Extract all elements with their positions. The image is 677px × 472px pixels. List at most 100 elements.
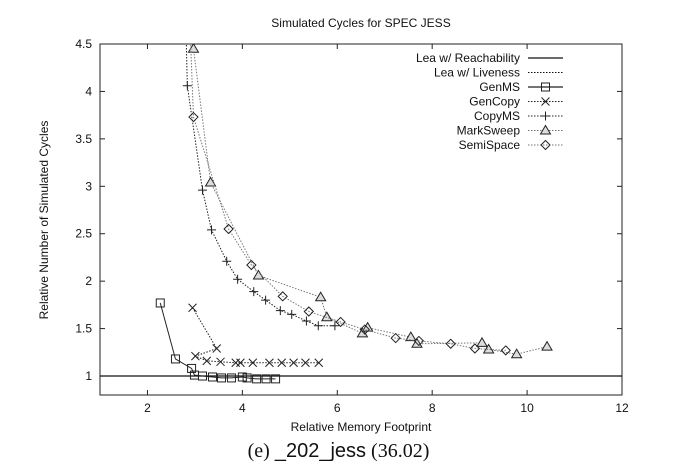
data-point-copyms (313, 321, 323, 331)
legend-marker-marksweep (539, 124, 552, 135)
data-point-genms (226, 373, 236, 383)
caption-benchmark: _202_jess (274, 440, 367, 462)
data-point-genms (252, 374, 262, 384)
data-point-genms (216, 373, 226, 383)
caption-prefix: (e) (247, 440, 275, 462)
x-tick-label: 12 (615, 401, 629, 415)
data-point-copyms (222, 256, 232, 266)
axes: 2 4 6 8 10 12 1 1.5 2 2.5 3 3.5 4 4.5 (75, 37, 629, 415)
data-point-genms (198, 371, 208, 381)
data-point-semispace (469, 343, 481, 354)
y-tick-label: 2.5 (75, 227, 92, 241)
legend-label-genms: GenMS (479, 80, 520, 94)
y-tick-label: 3.5 (75, 132, 92, 146)
data-point-semispace (246, 259, 257, 271)
data-point-gencopy (216, 357, 225, 367)
x-tick-label: 10 (520, 401, 534, 415)
data-point-gencopy (191, 351, 200, 361)
series-line-genms (159, 302, 276, 380)
data-point-semispace (335, 316, 346, 328)
data-point-genms (237, 372, 247, 382)
y-tick-label: 1.5 (75, 322, 92, 336)
data-point-copyms (198, 185, 208, 195)
data-point-copyms (182, 81, 192, 91)
y-axis-label: Relative Number of Simulated Cycles (37, 121, 51, 320)
data-point-semispace (413, 335, 425, 347)
y-tick-label: 4.5 (75, 37, 92, 51)
data-point-gencopy (188, 303, 197, 313)
data-point-marksweep (185, 1, 195, 10)
data-point-marksweep (404, 331, 417, 342)
data-point-marksweep (187, 44, 200, 53)
data-point-gencopy (277, 358, 287, 368)
data-point-copyms (261, 295, 271, 305)
data-point-marksweep (356, 327, 369, 338)
legend-marker-genms (541, 82, 550, 92)
x-tick-label: 6 (334, 401, 341, 415)
x-axis-label: Relative Memory Footprint (291, 420, 432, 434)
data-point-marksweep (252, 269, 265, 280)
data-point-semispace (390, 332, 401, 344)
data-point-gencopy (314, 358, 324, 368)
data-point-semispace (303, 306, 315, 317)
data-point-genms (261, 374, 271, 384)
plot-frame (99, 43, 623, 396)
data-point-semispace (185, 2, 194, 11)
legend-marker-semispace (540, 139, 551, 151)
chart-title: Simulated Cycles for SPEC JESS (271, 16, 450, 30)
data-point-copyms (249, 287, 259, 297)
data-point-semispace (445, 338, 456, 349)
data-point-copyms (207, 225, 217, 235)
data-point-gencopy (289, 358, 298, 368)
legend-label-lea-w-liveness: Lea w/ Liveness (434, 66, 520, 80)
data-point-genms (207, 372, 217, 382)
data-point-semispace (223, 223, 234, 235)
data-point-genms (187, 363, 197, 373)
data-point-semispace (359, 324, 371, 335)
series-line-semispace (190, 44, 506, 351)
data-point-gencopy (212, 344, 222, 353)
data-point-copyms (233, 274, 243, 284)
caption-suffix: (36.02) (366, 440, 430, 462)
data-point-gencopy (236, 358, 245, 368)
data-point-gencopy (248, 358, 258, 368)
data-point-semispace (277, 291, 288, 302)
data-point-marksweep (314, 291, 327, 302)
data-point-gencopy (265, 358, 274, 368)
data-point-genms (242, 373, 252, 383)
plot-area (100, 1, 622, 384)
data-point-copyms (330, 321, 340, 331)
y-tick-label: 3 (85, 179, 92, 193)
legend-label-semispace: SemiSpace (459, 138, 521, 152)
chart: Simulated Cycles for SPEC JESS Relative … (37, 1, 629, 434)
data-point-semispace (500, 345, 511, 356)
data-point-marksweep (361, 321, 374, 332)
y-tick-label: 4 (85, 84, 92, 98)
data-point-gencopy (301, 358, 310, 368)
legend-label-copyms: CopyMS (474, 109, 520, 123)
data-point-semispace (188, 111, 199, 123)
data-point-marksweep (204, 176, 217, 187)
x-tick-label: 4 (239, 401, 246, 415)
data-point-marksweep (476, 336, 488, 347)
legend-label-lea-w-reachability: Lea w/ Reachability (416, 51, 520, 65)
data-point-genms (155, 298, 165, 308)
x-tick-label: 8 (429, 401, 436, 415)
y-tick-label: 1 (85, 369, 92, 383)
legend-label-gencopy: GenCopy (469, 95, 520, 109)
y-tick-label: 2 (85, 274, 92, 288)
data-point-copyms (287, 309, 297, 319)
figure-caption: (e) _202_jess (36.02) (0, 440, 677, 463)
legend-label-marksweep: MarkSweep (457, 124, 521, 138)
data-point-copyms (301, 316, 311, 326)
data-point-genms (271, 374, 281, 384)
data-point-gencopy (202, 356, 212, 366)
legend-marker-gencopy (541, 97, 550, 106)
series-line-gencopy (192, 307, 319, 364)
data-point-marksweep (482, 343, 495, 354)
legend-marker-copyms (541, 111, 550, 121)
data-point-copyms (275, 306, 285, 316)
data-point-copyms (181, 2, 190, 11)
x-tick-label: 2 (144, 401, 151, 415)
